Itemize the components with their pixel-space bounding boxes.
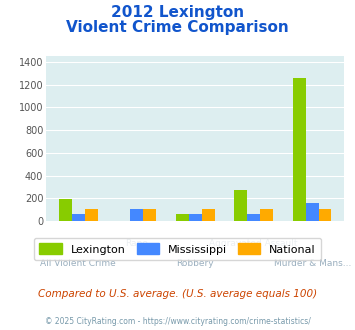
Bar	[293, 78, 306, 221]
Text: 2012 Lexington: 2012 Lexington	[111, 5, 244, 20]
Bar	[306, 203, 319, 221]
Bar	[130, 209, 143, 221]
Bar	[189, 214, 202, 221]
Bar	[85, 209, 98, 221]
Bar	[143, 209, 156, 221]
Bar	[319, 209, 332, 221]
Text: Aggravated Assault: Aggravated Assault	[209, 239, 298, 248]
Text: Robbery: Robbery	[176, 259, 214, 268]
Text: © 2025 CityRating.com - https://www.cityrating.com/crime-statistics/: © 2025 CityRating.com - https://www.city…	[45, 317, 310, 326]
Text: Rape: Rape	[125, 239, 148, 248]
Text: All Violent Crime: All Violent Crime	[40, 259, 116, 268]
Legend: Lexington, Mississippi, National: Lexington, Mississippi, National	[34, 238, 321, 260]
Bar	[202, 209, 214, 221]
Bar	[260, 209, 273, 221]
Bar	[72, 214, 85, 221]
Bar	[247, 214, 260, 221]
Bar	[234, 190, 247, 221]
Bar	[59, 199, 72, 221]
Text: Murder & Mans...: Murder & Mans...	[273, 259, 351, 268]
Text: Compared to U.S. average. (U.S. average equals 100): Compared to U.S. average. (U.S. average …	[38, 289, 317, 299]
Bar	[176, 214, 189, 221]
Text: Violent Crime Comparison: Violent Crime Comparison	[66, 20, 289, 35]
